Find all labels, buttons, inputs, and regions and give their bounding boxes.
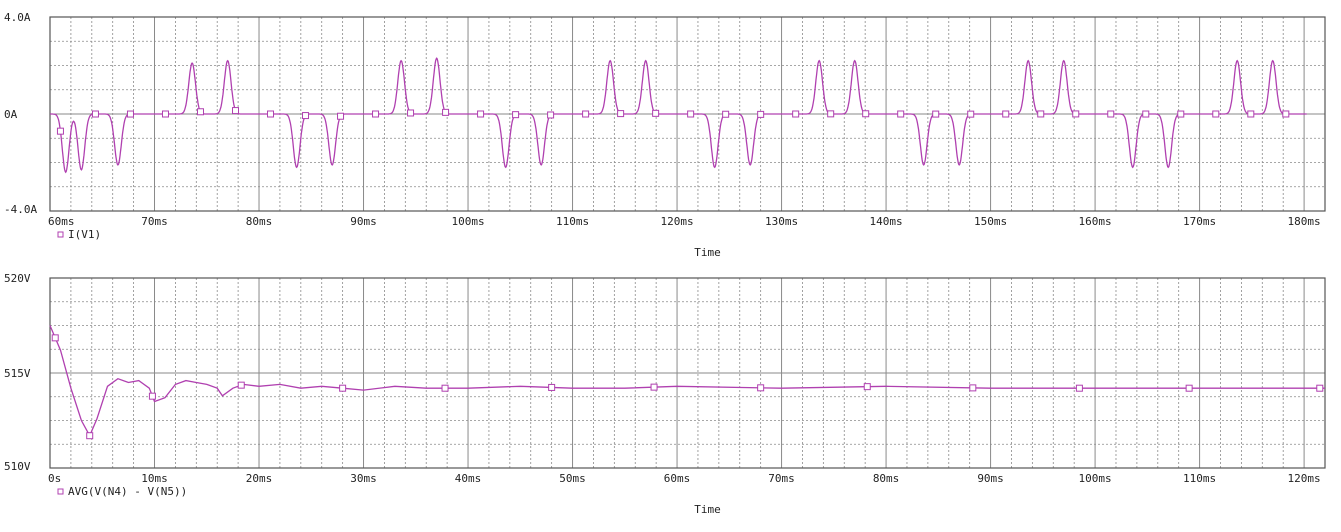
data-marker [1142,110,1150,118]
data-marker [650,383,658,391]
data-marker [1107,110,1115,118]
data-marker [1177,110,1185,118]
data-marker [547,111,555,119]
data-marker [337,112,345,120]
legend-marker [57,231,64,238]
data-marker [86,432,94,440]
y-tick-label: 510V [4,460,31,473]
plot-frame [49,277,1326,469]
data-marker [512,111,520,119]
series-line-i-v1 [50,57,1307,174]
data-marker [932,110,940,118]
legend-label: AVG(V(N4) - V(N5)) [68,485,187,498]
y-tick-label: 520V [4,272,31,285]
data-marker [126,110,134,118]
x-tick-label: 10ms [141,472,168,485]
data-marker [617,110,625,118]
data-marker [1037,110,1045,118]
data-marker [582,110,590,118]
x-axis-title: Time [694,246,721,259]
x-tick-label: 160ms [1079,215,1112,228]
data-marker [267,110,275,118]
x-tick-label: 70ms [768,472,795,485]
data-marker [967,110,975,118]
data-marker [161,110,169,118]
data-marker [1075,384,1083,392]
data-marker [372,110,380,118]
x-tick-label: 80ms [873,472,900,485]
data-marker [757,110,765,118]
data-marker [548,383,556,391]
data-marker [237,381,245,389]
x-tick-label: 30ms [350,472,377,485]
x-tick-label: 60ms [664,472,691,485]
data-marker [757,384,765,392]
x-tick-label: 60ms [48,215,75,228]
x-tick-label: 90ms [350,215,377,228]
x-tick-label: 170ms [1183,215,1216,228]
data-marker [477,110,485,118]
x-tick-label: 80ms [246,215,273,228]
x-tick-label: 120ms [1288,472,1321,485]
data-marker [407,109,415,117]
x-tick-label: 110ms [556,215,589,228]
data-marker [148,392,156,400]
current-plot: 60ms 70ms 80ms 90ms 100ms 110ms 120ms 130ms 140m… [4,11,1326,259]
x-tick-label: 90ms [977,472,1004,485]
x-axis-title: Time [694,503,721,516]
data-marker [196,108,204,116]
x-tick-label: 180ms [1288,215,1321,228]
data-marker [863,383,871,391]
data-marker [51,334,59,342]
y-tick-label: 515V [4,367,31,380]
data-marker [56,127,64,135]
x-tick-label: 40ms [455,472,482,485]
x-tick-label: 100ms [451,215,484,228]
x-tick-label: 120ms [660,215,693,228]
data-marker [442,108,450,116]
data-marker [302,112,310,120]
x-tick-label: 20ms [246,472,273,485]
y-tick-label: 0A [4,108,18,121]
data-marker [441,384,449,392]
x-tick-label: 50ms [559,472,586,485]
data-marker [1185,384,1193,392]
data-marker [339,384,347,392]
data-marker [687,110,695,118]
voltage-plot: 0s 10ms 20ms 30ms 40ms 50ms 60ms 70ms 80ms 90ms 10… [4,272,1326,516]
x-tick-label: 150ms [974,215,1007,228]
data-marker [897,110,905,118]
y-tick-label: 4.0A [4,11,31,24]
data-marker [1316,384,1324,392]
data-marker [1072,110,1080,118]
data-marker [91,110,99,118]
data-marker [1247,110,1255,118]
x-tick-label: 100ms [1079,472,1112,485]
x-tick-label: 0s [48,472,61,485]
legend-label: I(V1) [68,228,101,241]
data-marker [862,110,870,118]
data-marker [722,110,730,118]
x-tick-label: 70ms [141,215,168,228]
data-marker [827,110,835,118]
data-marker [792,110,800,118]
data-marker [1002,110,1010,118]
x-tick-label: 110ms [1183,472,1216,485]
data-marker [1282,110,1290,118]
legend-marker [57,488,64,495]
y-tick-label: -4.0A [4,203,37,216]
x-tick-label: 130ms [765,215,798,228]
data-marker [232,107,240,115]
data-marker [1212,110,1220,118]
data-marker [652,109,660,117]
x-tick-label: 140ms [870,215,903,228]
data-marker [969,384,977,392]
